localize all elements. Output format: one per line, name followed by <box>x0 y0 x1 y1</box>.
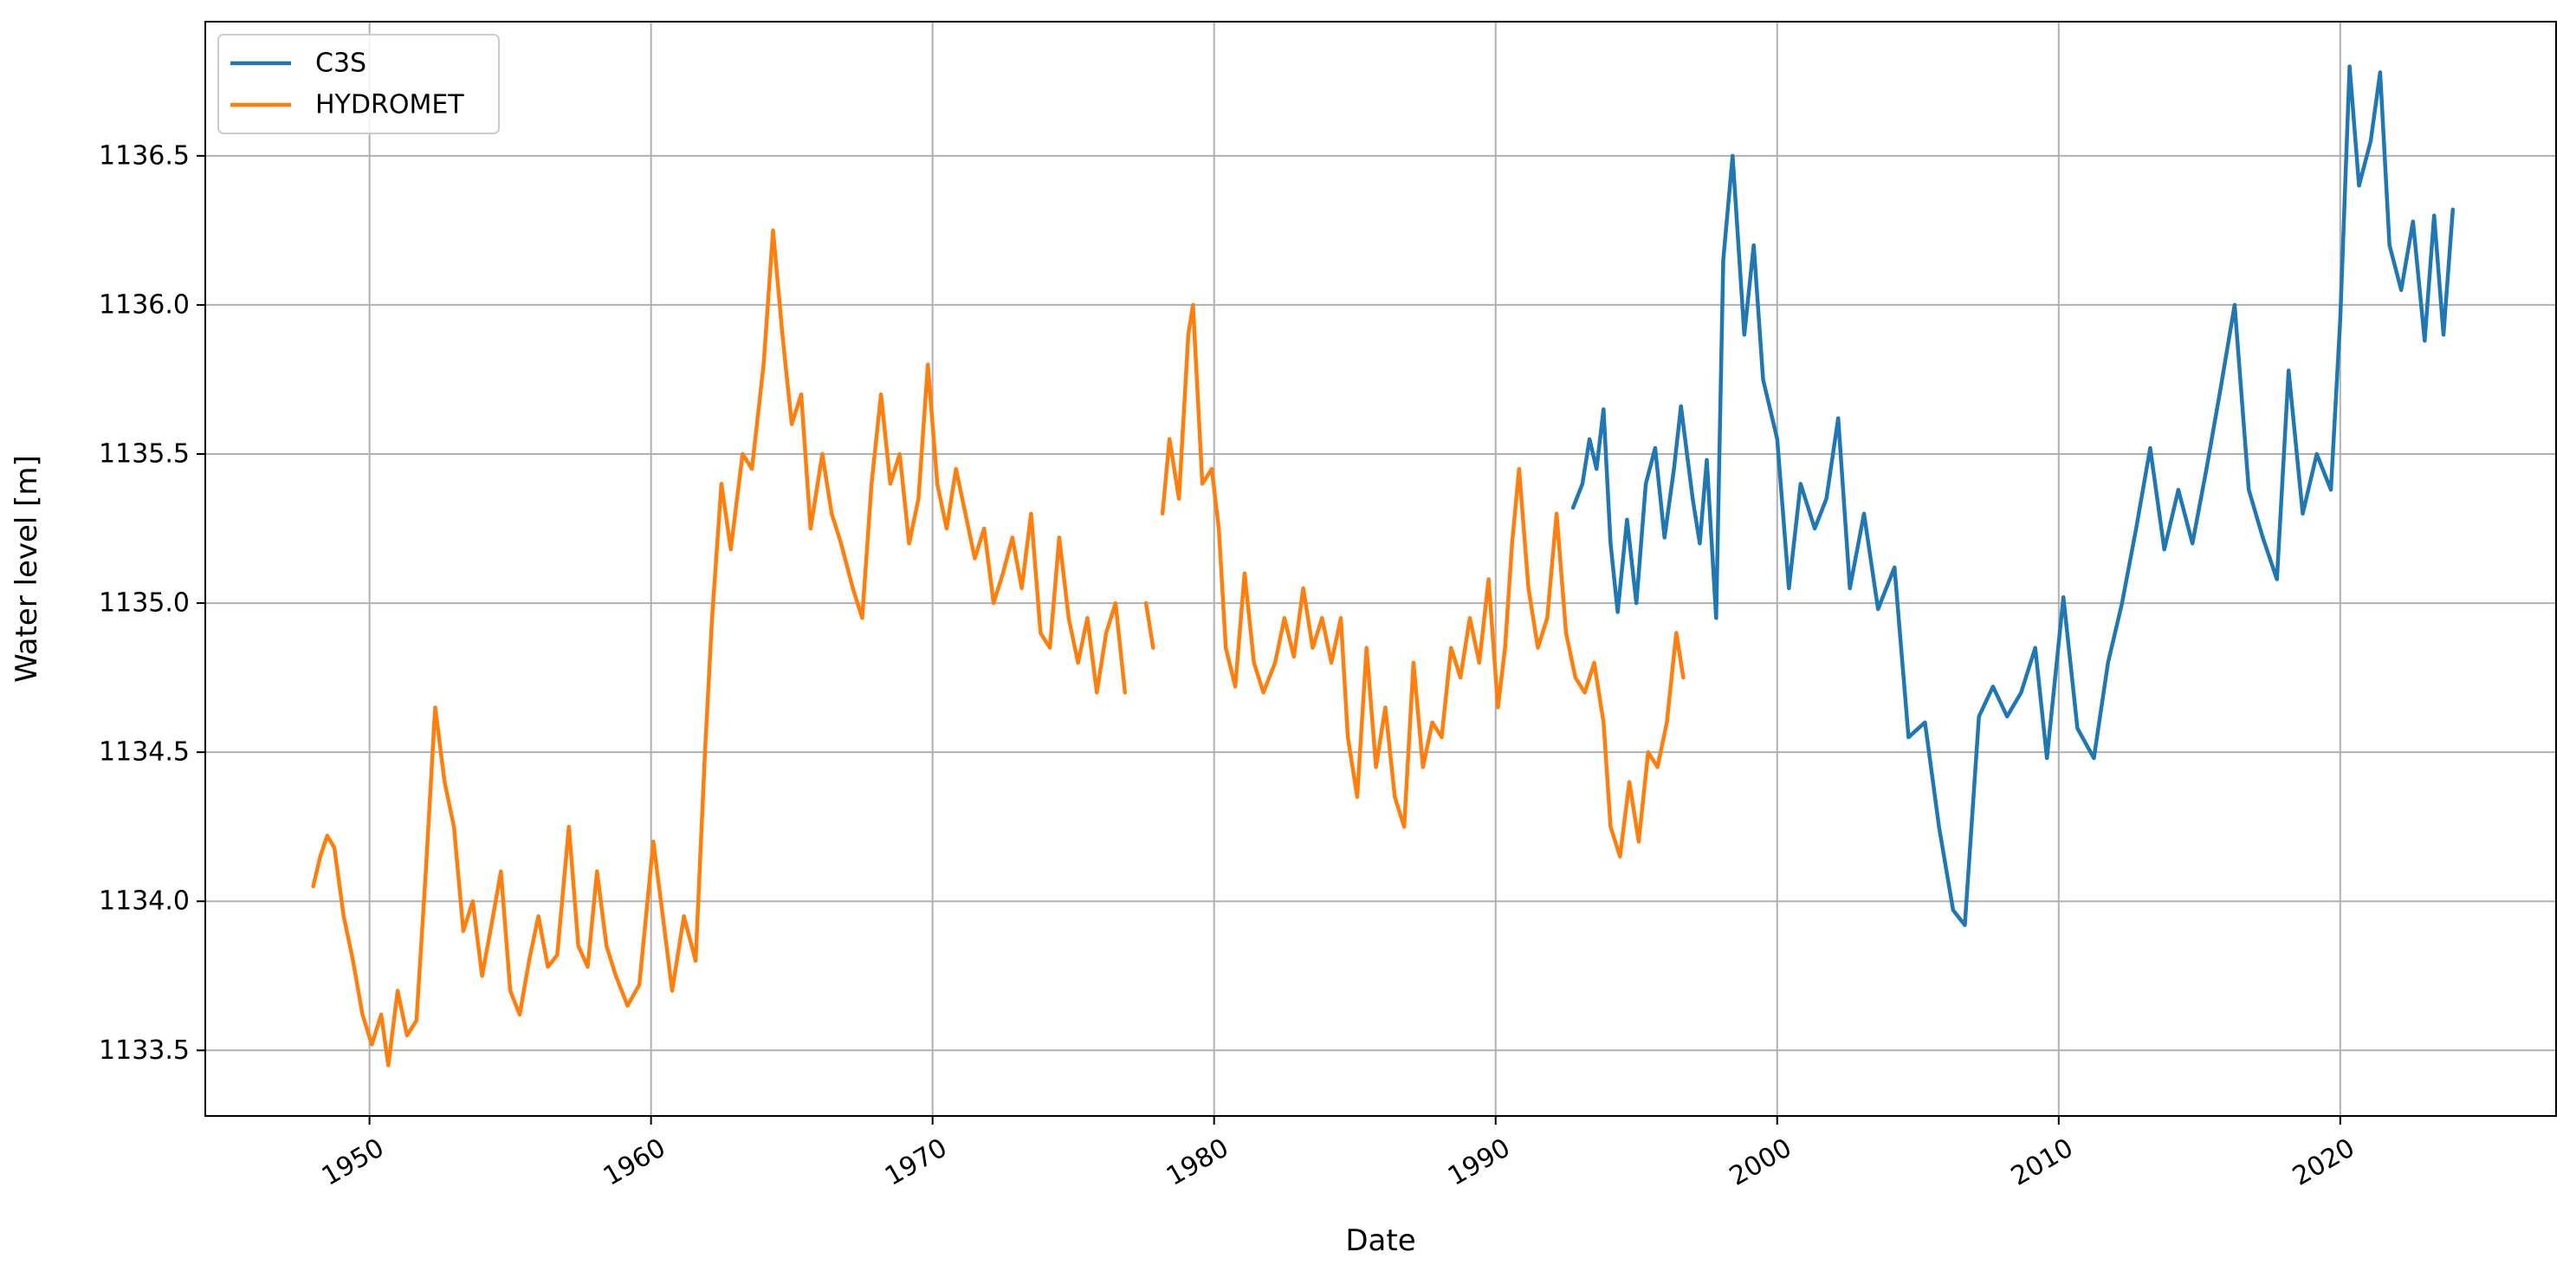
grid-lines <box>205 22 2556 1116</box>
y-tick-label: 1135.0 <box>99 588 190 619</box>
legend: C3S HYDROMET <box>217 34 500 134</box>
legend-label-c3s: C3S <box>315 49 366 79</box>
series-layer <box>311 64 2456 1067</box>
y-tick-label: 1135.5 <box>99 439 190 470</box>
plot-frame <box>204 21 2557 1117</box>
series-line-c3s <box>1570 64 2456 927</box>
y-tick-label: 1133.5 <box>99 1035 190 1066</box>
x-axis-label: Date <box>1345 1223 1415 1258</box>
y-tick-label: 1136.0 <box>99 289 190 320</box>
series-line-hydromet <box>311 228 1128 1067</box>
y-tick-label: 1136.5 <box>99 140 190 171</box>
legend-box <box>217 34 500 134</box>
series-line-hydromet <box>1160 302 1686 859</box>
y-axis: 1133.5 1134.0 1134.5 1135.0 1135.5 1136.0 1136… <box>99 140 205 1066</box>
legend-label-hydromet: HYDROMET <box>315 90 464 120</box>
y-tick-label: 1134.5 <box>99 737 190 768</box>
series-line-hydromet <box>1143 600 1155 650</box>
y-tick-label: 1134.0 <box>99 886 190 917</box>
y-axis-label: Water level [m] <box>10 455 44 683</box>
